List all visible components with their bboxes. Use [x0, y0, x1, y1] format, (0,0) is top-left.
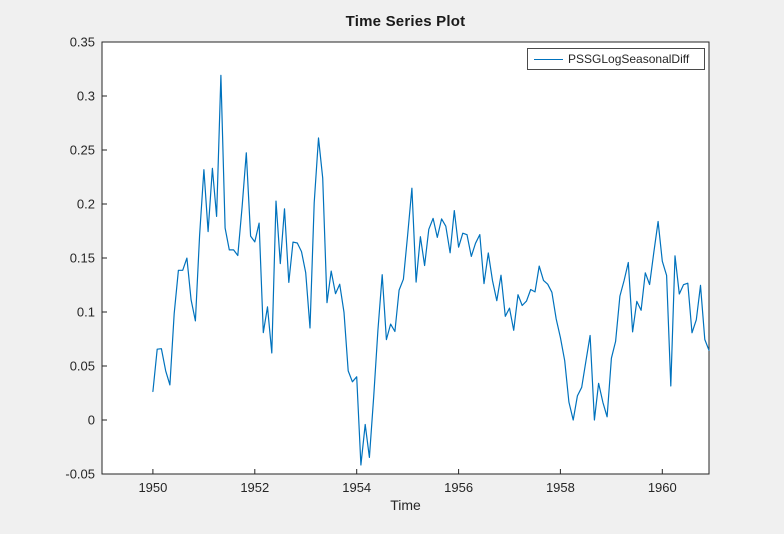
y-tick-label: 0	[88, 413, 95, 428]
x-tick-label: 1960	[648, 480, 677, 495]
y-tick-label: 0.25	[70, 143, 95, 158]
y-tick-label: 0.35	[70, 35, 95, 50]
axes-box	[101, 41, 710, 475]
x-tick-label: 1952	[240, 480, 269, 495]
x-tick-label: 1950	[138, 480, 167, 495]
legend-label: PSSGLogSeasonalDiff	[568, 52, 690, 66]
y-tick-label: 0.3	[77, 89, 95, 104]
y-tick-label: -0.05	[65, 467, 95, 482]
series-line	[152, 74, 710, 466]
y-tick-label: 0.05	[70, 359, 95, 374]
y-tick-label: 0.15	[70, 251, 95, 266]
legend: PSSGLogSeasonalDiff	[527, 48, 705, 70]
x-axis-label: Time	[390, 497, 421, 513]
x-tick-label: 1954	[342, 480, 371, 495]
x-tick-label: 1956	[444, 480, 473, 495]
chart-title: Time Series Plot	[345, 13, 466, 30]
y-tick-label: 0.2	[77, 197, 95, 212]
x-tick-label: 1958	[546, 480, 575, 495]
y-tick-label: 0.1	[77, 305, 95, 320]
legend-line-sample-icon	[534, 58, 563, 60]
